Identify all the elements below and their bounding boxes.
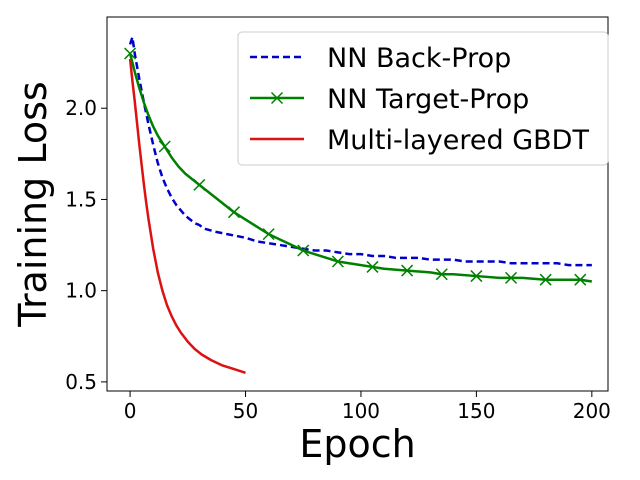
data-point-marker xyxy=(158,140,171,153)
x-axis-label: Epoch xyxy=(299,422,415,466)
legend: NN Back-Prop NN Target-Prop Multi-layered … xyxy=(237,31,609,166)
data-point-marker xyxy=(227,206,241,219)
data-point-marker xyxy=(401,264,414,277)
data-point-marker xyxy=(297,244,310,257)
plot-area xyxy=(124,35,593,374)
legend-entry: Multi-layered GBDT xyxy=(250,125,589,156)
y-tick-label: 0.5 xyxy=(65,370,97,394)
legend-entry: NN Back-Prop xyxy=(250,43,511,74)
series-line xyxy=(128,58,246,374)
data-point-marker xyxy=(262,228,275,241)
x-tick-label: 50 xyxy=(233,399,258,423)
series-nn-back-prop xyxy=(128,35,592,267)
data-point-marker xyxy=(193,178,206,191)
data-point-marker xyxy=(366,260,379,273)
data-point-marker xyxy=(435,268,448,281)
series-line xyxy=(128,53,593,283)
data-point-marker xyxy=(470,270,483,283)
data-point-marker xyxy=(539,273,552,286)
legend-label: NN Target-Prop xyxy=(327,84,529,115)
legend-label: Multi-layered GBDT xyxy=(327,125,589,156)
data-point-marker xyxy=(124,47,137,60)
x-tick-label: 100 xyxy=(342,399,380,423)
x-tick-label: 0 xyxy=(124,399,137,423)
data-point-marker xyxy=(331,255,344,268)
x-tick-label: 200 xyxy=(573,399,611,423)
x-tick-label: 150 xyxy=(457,399,495,423)
y-tick-label: 1.0 xyxy=(65,279,97,303)
legend-box xyxy=(237,31,609,166)
series-line xyxy=(128,35,592,267)
data-point-marker xyxy=(574,273,587,286)
series-multi-layered-gbdt xyxy=(128,58,246,374)
y-tick-label: 1.5 xyxy=(65,187,97,211)
legend-entry: NN Target-Prop xyxy=(250,84,529,115)
y-axis-label: Training Loss xyxy=(11,81,55,327)
axis-ticks: 0 50 100 150 200 0.5 1.0 1.5 2.0 xyxy=(65,96,611,423)
y-tick-label: 2.0 xyxy=(65,96,97,120)
legend-label: NN Back-Prop xyxy=(327,43,511,74)
plot-frame xyxy=(106,16,609,392)
series-nn-target-prop xyxy=(124,47,593,286)
data-point-marker xyxy=(505,271,518,284)
